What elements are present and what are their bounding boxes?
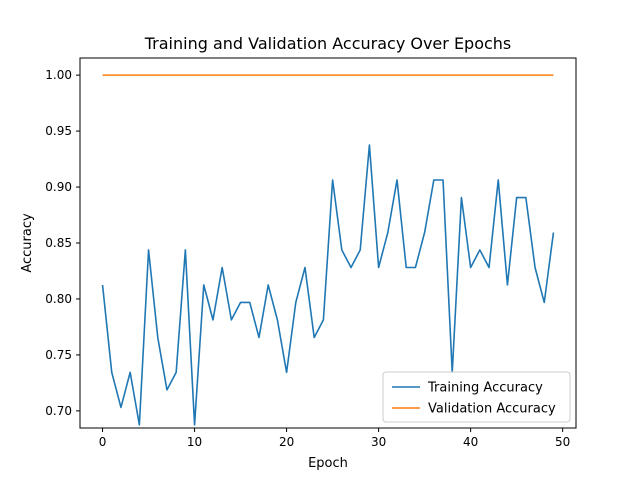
training-accuracy-line [101,144,555,426]
x-axis-label: Epoch [308,456,348,471]
x-tick-label: 30 [371,435,386,449]
chart-title: Training and Validation Accuracy Over Ep… [144,34,512,53]
y-tick-label: 0.95 [45,124,72,138]
y-axis-ticks: 0.70 0.75 0.80 0.85 0.90 0.95 1.00 [45,68,80,418]
y-tick-label: 1.00 [45,68,72,82]
y-axis-label: Accuracy [20,213,35,273]
x-axis-ticks: 0 10 20 30 40 50 [99,428,570,449]
y-tick-label: 0.75 [45,348,72,362]
x-tick-label: 0 [99,435,107,449]
y-tick-label: 0.80 [45,292,72,306]
x-tick-label: 10 [187,435,202,449]
x-tick-label: 40 [463,435,478,449]
legend: Training Accuracy Validation Accuracy [382,371,571,423]
x-tick-label: 50 [555,435,570,449]
series-layer [101,74,555,426]
y-tick-label: 0.85 [45,236,72,250]
legend-label-training-accuracy: Training Accuracy [427,381,543,396]
legend-label-validation-accuracy: Validation Accuracy [428,402,556,417]
y-tick-label: 0.70 [45,404,72,418]
x-tick-label: 20 [279,435,294,449]
legend-box [382,371,571,423]
y-tick-label: 0.90 [45,180,72,194]
